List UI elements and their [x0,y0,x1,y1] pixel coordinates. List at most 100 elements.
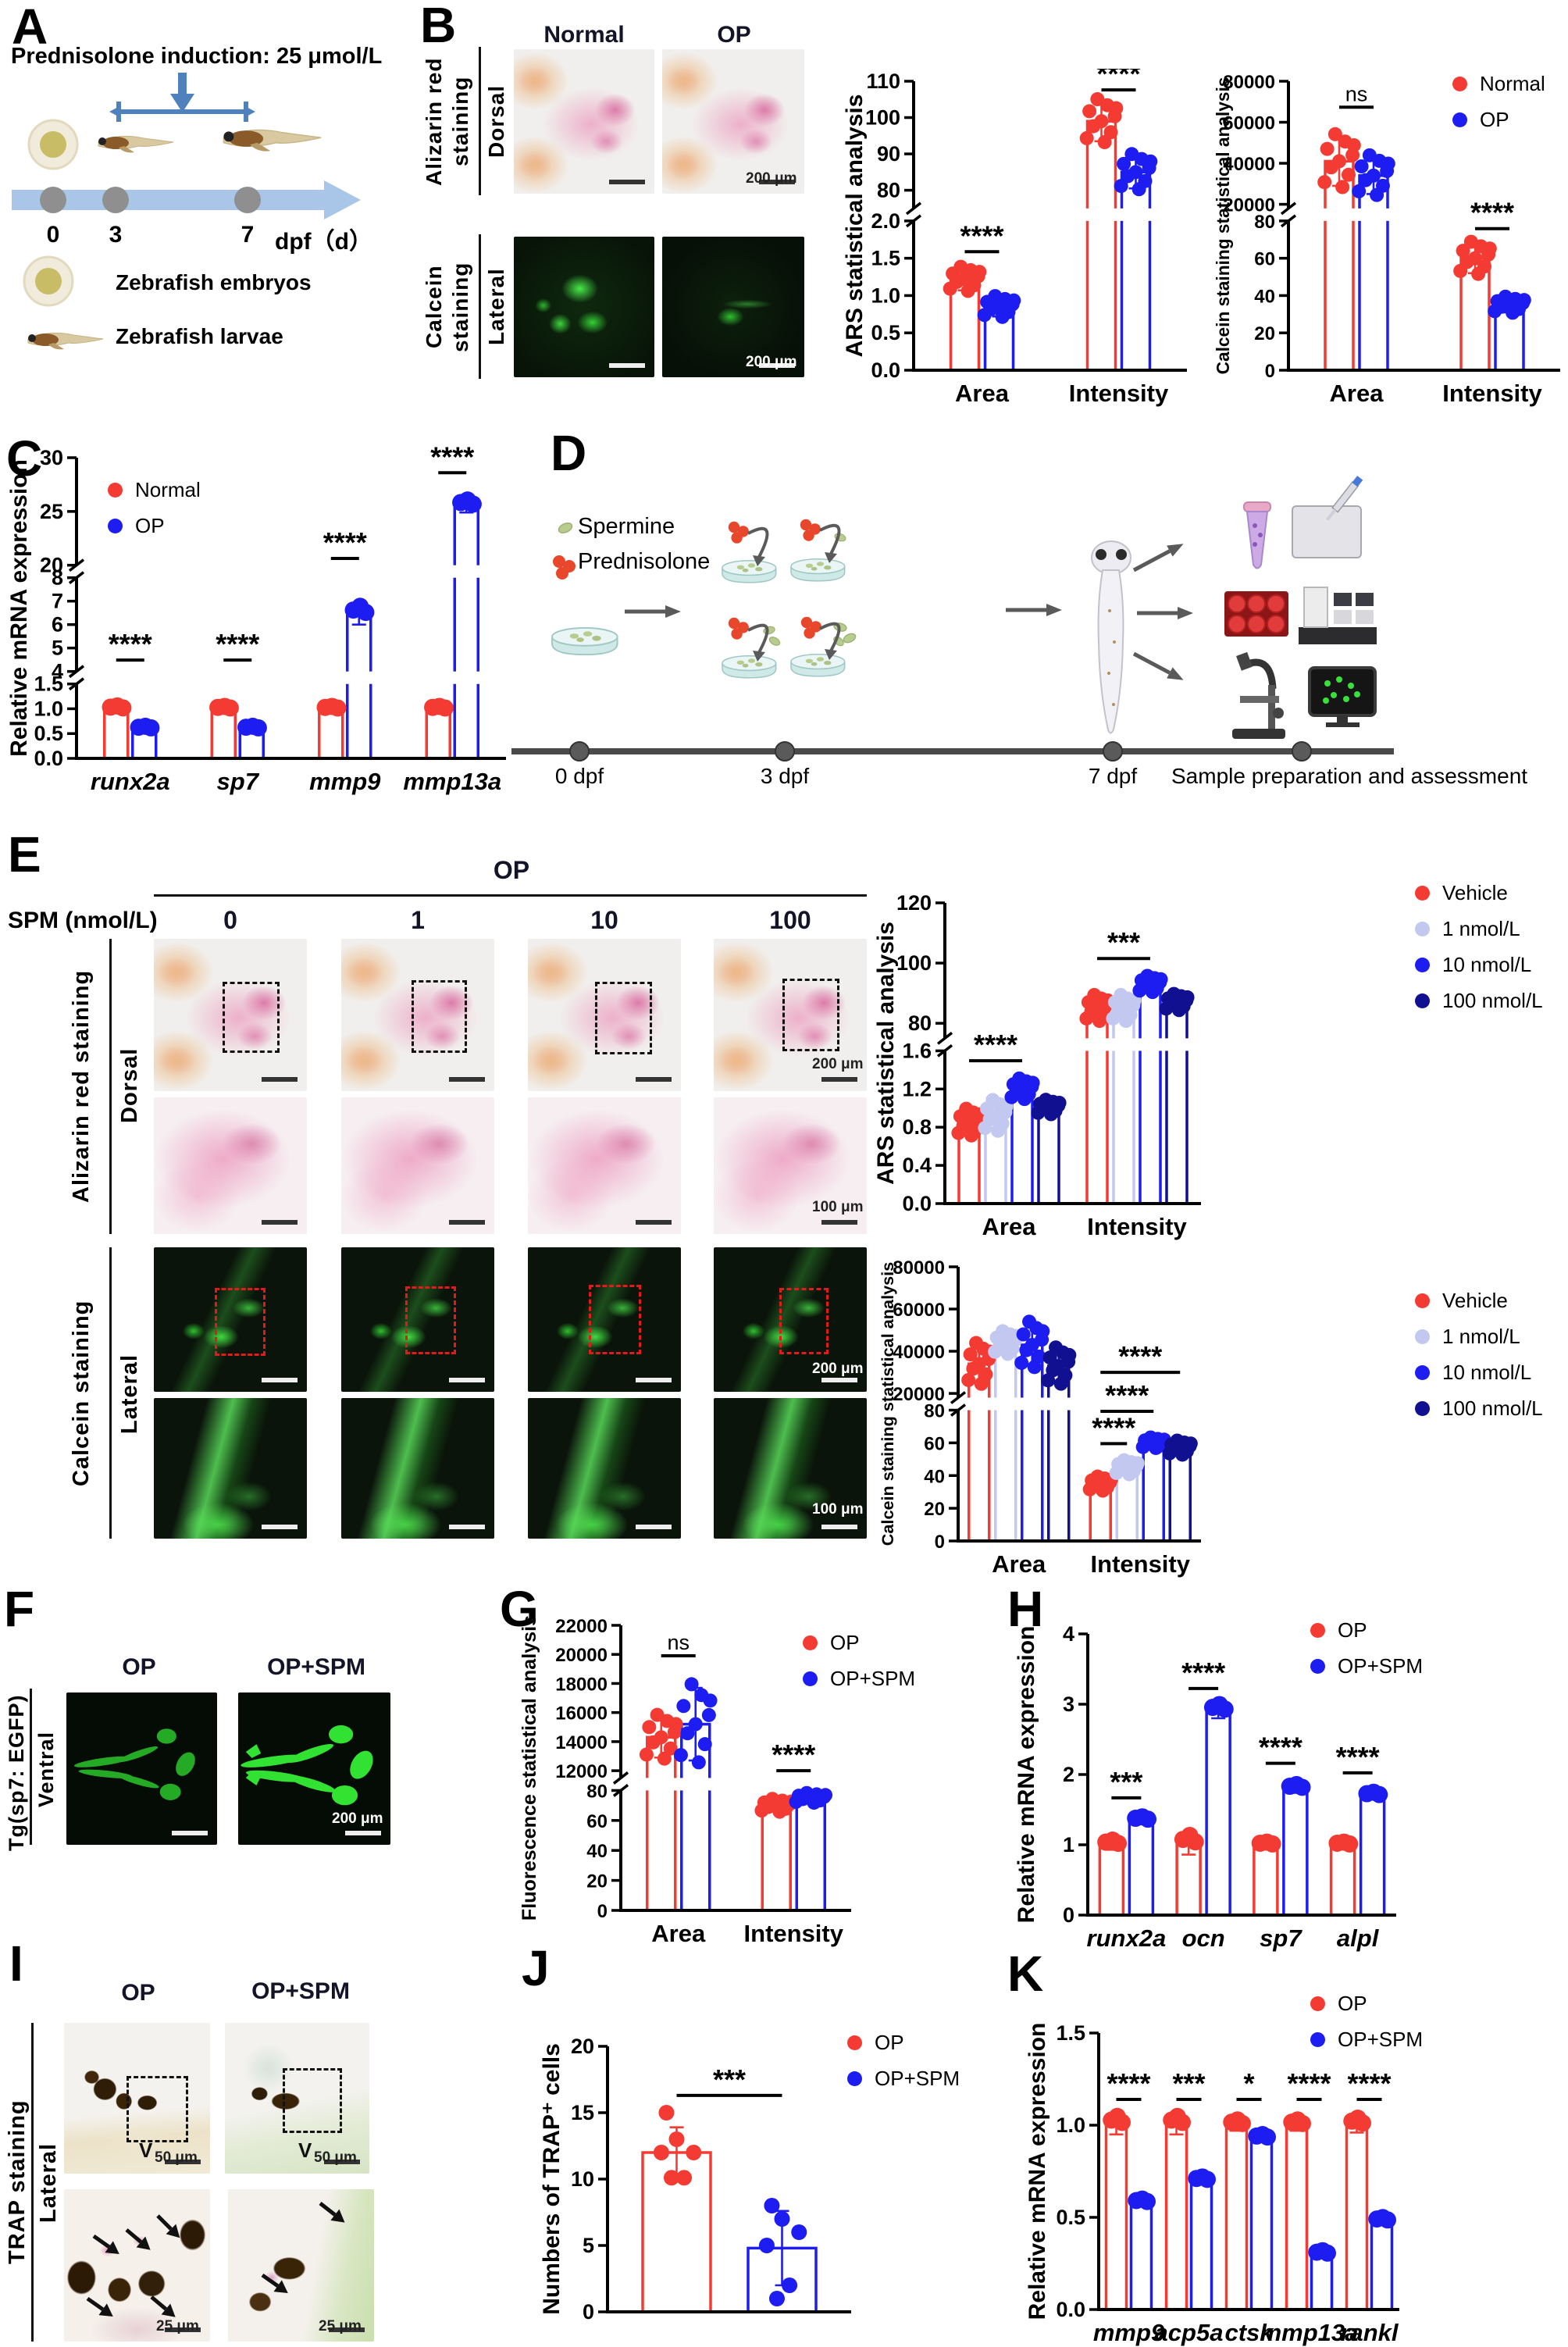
panel-label-K: K [1007,1946,1044,2002]
scale-label: 200 μm [746,354,797,370]
legend-label: Vehicle [1442,881,1508,904]
legend-doses: Vehicle 1 nmol/L 10 nmol/L 100 nmol/L [1415,1289,1543,1421]
svg-text:10: 10 [571,2167,594,2191]
micrograph-egfp-op [66,1692,217,1845]
scale-label: 25 μm [319,2318,362,2335]
divider [479,47,481,195]
row-label-calcein-2: staining [448,262,472,352]
legend-item: OP+SPM [1310,2028,1423,2052]
svg-text:8: 8 [52,566,63,590]
svg-text:40: 40 [586,1841,608,1862]
axes: 0 1 2 3 4 runx2a ocn sp7 alpl [1063,1622,1396,1952]
zoom-region-box [405,1286,457,1355]
micrograph-calcein-zoom-dose100 [714,1398,867,1539]
x-category-label: mmp9 [1093,2319,1165,2346]
svg-text:22000: 22000 [555,1616,608,1637]
significance-label: **** [1259,1732,1303,1764]
svg-text:80: 80 [908,1011,932,1035]
legend-label: OP [1480,108,1509,131]
significance-label: ns [1345,82,1368,105]
x-category-label: Intensity [1087,1213,1187,1240]
micrograph-calcein-normal [514,237,654,377]
timeline-schematic [12,73,361,350]
data-points [102,491,482,737]
micrograph-calcein-zoom-dose10 [528,1398,681,1539]
legend-dot-icon [1310,1623,1325,1638]
petri-dish-icon [790,558,846,582]
zoom-region-box [782,978,839,1052]
svg-text:0.8: 0.8 [902,1115,932,1139]
row-label-trap-staining: TRAP staining [5,2099,30,2265]
svg-text:60: 60 [586,1811,608,1832]
x-category-label: runx2a [91,768,170,795]
legend-label: 100 nmol/L [1442,1396,1543,1420]
legend-item: OP+SPM [803,1667,915,1691]
scale-label: 200 μm [812,1056,864,1072]
significance-label: *** [1172,2067,1205,2099]
svg-text:1.2: 1.2 [902,1077,932,1100]
svg-text:110: 110 [866,70,900,93]
chart-mrna-c: 0.0 0.5 1.0 1.5 4 5 6 7 8 20 25 30 runx2a sp7 mmp9 mmp1… [6,441,514,801]
legend-dot-icon [803,1671,818,1686]
micrograph-alizarin-dose100 [714,939,867,1091]
column-header-op: OP [122,1654,156,1680]
bottom-timeline [511,741,1394,762]
zoom-region-box [215,1287,266,1357]
panel-label-J: J [522,1940,550,1996]
panel-label-D: D [551,425,587,481]
significance-label: **** [1096,69,1140,90]
significance-label: **** [216,628,259,660]
significance-label: **** [1287,2067,1331,2099]
panel-label-B: B [420,0,457,53]
micrograph-egfp-op-spm [238,1692,390,1845]
svg-text:3: 3 [1063,1692,1074,1716]
dose-label-100: 100 [769,906,811,934]
timeline-caption: Sample preparation and assessment [1171,764,1528,788]
svg-text:4: 4 [1063,1622,1074,1646]
view-label-ventral: Ventral [34,1731,58,1807]
x-category-label: rankl [1340,2319,1399,2346]
trap-arrows [86,2214,180,2317]
legend-label: 10 nmol/L [1442,1361,1532,1384]
tube-icon [1243,501,1271,569]
svg-text:60000: 60000 [893,1300,945,1321]
divider [109,939,112,1234]
micrograph-calcein-zoom-dose1 [341,1398,494,1539]
micrograph-alizarin-zoom-dose1 [341,1097,494,1234]
zoom-region-box [412,979,467,1054]
svg-text:1.5: 1.5 [1056,2021,1085,2045]
svg-text:20: 20 [571,2035,594,2058]
y-axis-label: ARS statistical analysis [842,95,868,358]
legend-dot-icon [108,519,123,533]
micrograph-alizarin-zoom-dose0 [154,1097,307,1234]
op-header-rule [154,894,867,897]
legend-dot-icon [1310,2032,1325,2047]
x-category-label: Intensity [1069,380,1169,407]
timeline-axis [12,180,361,219]
petri-dish-icon [790,654,846,677]
timeline-0dpf: 0 dpf [554,764,604,788]
svg-text:7: 7 [52,590,63,613]
svg-text:60000: 60000 [1223,113,1275,134]
axes: 0 5 10 15 20 [571,2035,851,2324]
svg-text:0: 0 [1265,361,1275,382]
svg-text:0.0: 0.0 [902,1192,932,1215]
x-category-label: mmp13a [403,768,501,795]
zoom-region-box [589,1285,642,1355]
legend-label: OP [1338,1618,1367,1642]
culture-plate-icon [1224,591,1288,637]
petri-dish-icon [551,627,618,656]
legend-dot-icon [847,2071,862,2086]
divider [109,1247,112,1539]
view-label-lateral: Lateral [117,1354,142,1435]
chart-svg-b_ars: 0.0 0.5 1.0 1.5 2.0 80 90 100 110 Area Intensity **… [842,58,1188,407]
micrograph-alizarin-dose10 [528,939,681,1091]
sequencer-icon [1299,587,1377,644]
svg-text:80: 80 [924,1401,945,1422]
petri-dish-icon [722,560,777,583]
legend-op-opspm: OP OP+SPM [847,2031,960,2091]
micrograph-trap-op [64,2023,210,2174]
significance-label: **** [1107,2067,1150,2099]
